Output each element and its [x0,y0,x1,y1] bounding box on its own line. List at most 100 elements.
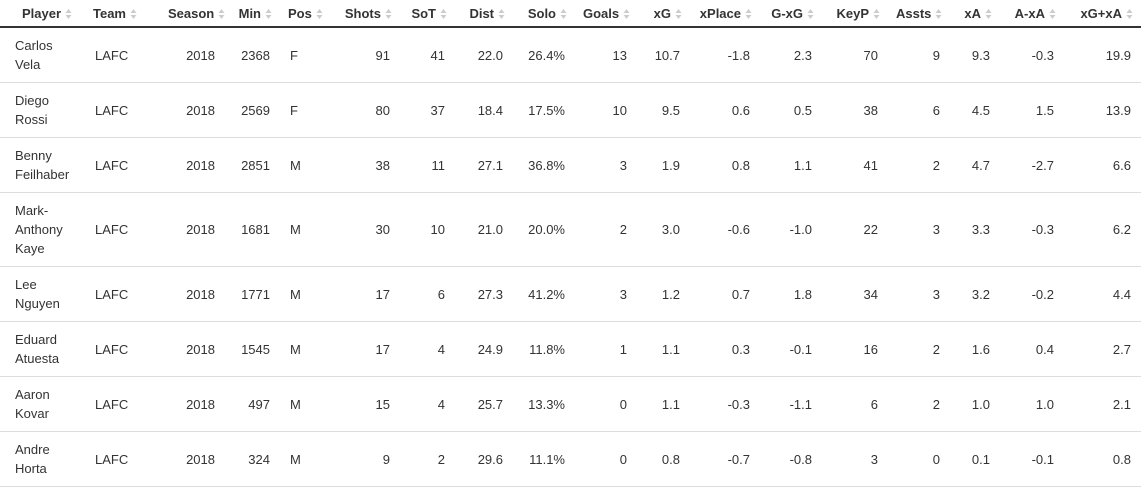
column-header[interactable]: G-xG [760,0,822,28]
column-header[interactable]: xG [637,0,690,28]
column-header[interactable]: xG+xA [1064,0,1141,28]
table-cell: 13.9 [1064,82,1141,138]
table-cell: -0.3 [1000,192,1064,267]
table-cell: 6 [888,82,950,138]
table-cell: 11 [400,137,455,193]
header-label: G-xG [771,5,803,21]
sort-icon [1049,9,1056,20]
table-cell: 2 [400,431,455,487]
table-cell: 1545 [225,321,280,377]
column-header[interactable]: Solo [513,0,575,28]
column-header[interactable]: xPlace [690,0,760,28]
header-label: xG [653,5,671,21]
table-cell: 497 [225,376,280,432]
header-label: xPlace [699,5,741,21]
table-cell: 4.5 [950,82,1000,138]
table-cell: 2.1 [1064,376,1141,432]
table-cell: 0.8 [637,431,690,487]
table-row: Diego Rossi LAFC 2018 2569 F 80 37 18.4 17.5% 10 9… [0,82,1141,138]
table-cell: 3.2 [950,266,1000,322]
sort-icon [65,9,72,20]
table-cell: M [280,137,335,193]
table-cell: 0.6 [690,82,760,138]
table-cell: 2 [575,192,637,267]
table-cell: LAFC [85,321,160,377]
table-cell: 3.0 [637,192,690,267]
table-cell: 2018 [160,137,225,193]
table-cell: LAFC [85,137,160,193]
column-header[interactable]: Season [160,0,225,28]
column-header[interactable]: Dist [455,0,513,28]
table-cell: 2.3 [760,27,822,83]
header-label: Shots [344,5,381,21]
table-cell: F [280,27,335,83]
table-cell: 6.6 [1064,137,1141,193]
header-label: Dist [469,5,494,21]
table-cell: 4.7 [950,137,1000,193]
table-cell: 2.7 [1064,321,1141,377]
table-cell: 11.8% [513,321,575,377]
column-header[interactable]: KeyP [822,0,888,28]
table-cell: 2569 [225,82,280,138]
table-row: Benny Feilhaber LAFC 2018 2851 M 38 11 27.1 36.8… [0,137,1141,193]
sort-icon [385,9,392,20]
table-cell: 6 [400,266,455,322]
column-header[interactable]: Goals [575,0,637,28]
table-cell: 2018 [160,431,225,487]
header-label: A-xA [1014,5,1045,21]
table-cell: 0.8 [690,137,760,193]
table-cell: 36.8% [513,137,575,193]
table-cell: 9.3 [950,27,1000,83]
table-cell: -2.7 [1000,137,1064,193]
sort-icon [440,9,447,20]
table-cell: 2018 [160,27,225,83]
table-cell: 2851 [225,137,280,193]
column-header[interactable]: xA [950,0,1000,28]
table-cell: 17.5% [513,82,575,138]
table-head: Player Team Season Min Pos Shots SoT Dist Solo Go… [0,0,1141,28]
table-cell: 1.8 [760,266,822,322]
table-cell: LAFC [85,27,160,83]
table-cell: 6 [822,376,888,432]
header-label: KeyP [836,5,869,21]
sort-icon [807,9,814,20]
sort-icon [985,9,992,20]
table-cell: 22 [822,192,888,267]
table-cell: 80 [335,82,400,138]
column-header[interactable]: Assts [888,0,950,28]
table-cell: 0.7 [690,266,760,322]
table-cell: 0 [575,376,637,432]
table-cell: 3 [575,266,637,322]
table-cell: 24.9 [455,321,513,377]
table-cell: 0 [888,431,950,487]
table-cell: 38 [335,137,400,193]
table-cell: Lee Nguyen [0,266,85,322]
table-cell: Benny Feilhaber [0,137,85,193]
table-cell: -0.8 [760,431,822,487]
table-cell: 2368 [225,27,280,83]
table-cell: 1.0 [1000,376,1064,432]
table-cell: 25.7 [455,376,513,432]
table-cell: -1.1 [760,376,822,432]
table-cell: 1.2 [637,266,690,322]
sort-icon [316,9,323,20]
table-cell: Andre Horta [0,431,85,487]
table-cell: 2018 [160,82,225,138]
column-header[interactable]: Pos [280,0,335,28]
column-header[interactable]: A-xA [1000,0,1064,28]
column-header[interactable]: Shots [335,0,400,28]
column-header[interactable]: Min [225,0,280,28]
table-cell: 30 [335,192,400,267]
table-cell: 6.2 [1064,192,1141,267]
column-header[interactable]: SoT [400,0,455,28]
table-cell: 2018 [160,192,225,267]
column-header[interactable]: Player [0,0,85,28]
table-cell: 0.3 [690,321,760,377]
table-row: Aaron Kovar LAFC 2018 497 M 15 4 25.7 13.3% 0 1.1-… [0,376,1141,432]
table-row: Mark-Anthony Kaye LAFC 2018 1681 M 30 10 21.0 20… [0,192,1141,267]
column-header[interactable]: Team [85,0,160,28]
header-label: Min [238,5,261,21]
table-row: Eduard Atuesta LAFC 2018 1545 M 17 4 24.9 11.8% 1… [0,321,1141,377]
sort-icon [745,9,752,20]
